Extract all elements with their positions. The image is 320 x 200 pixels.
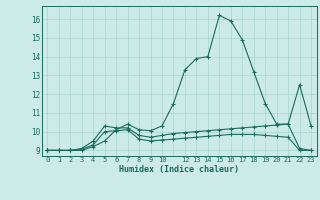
X-axis label: Humidex (Indice chaleur): Humidex (Indice chaleur) (119, 165, 239, 174)
